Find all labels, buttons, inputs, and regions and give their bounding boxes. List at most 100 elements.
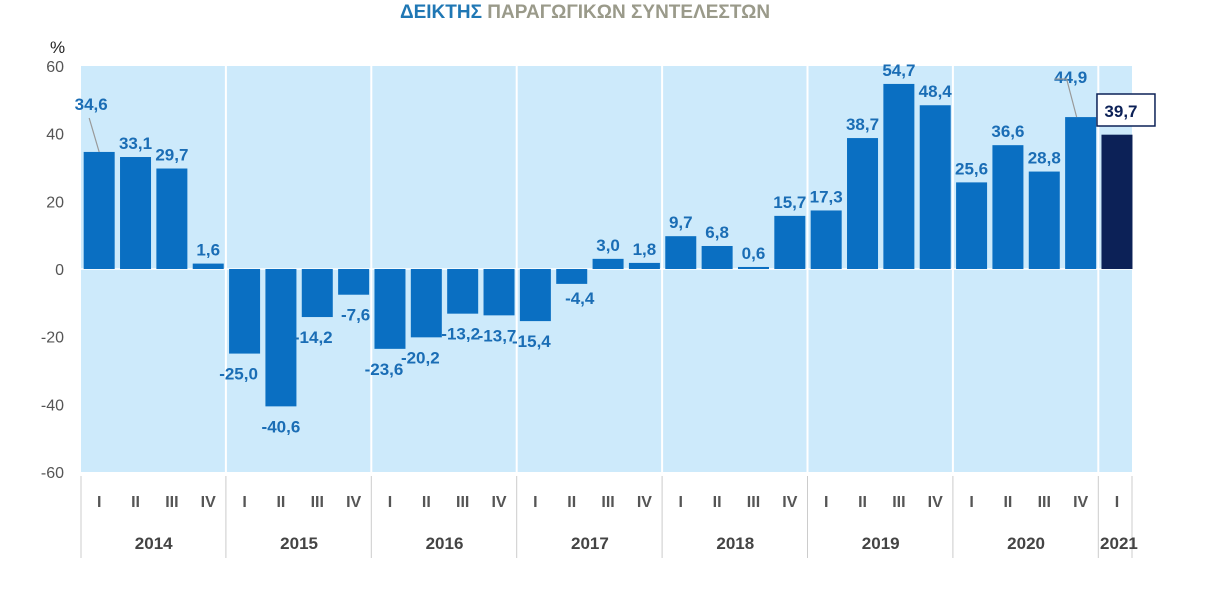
quarter-label: III [311,494,324,511]
data-label: 28,8 [1028,149,1061,168]
bar [810,210,842,269]
data-label: 6,8 [705,223,729,242]
data-label: 1,8 [633,240,657,259]
bar [919,105,951,269]
data-label: -4,4 [565,289,595,308]
y-tick-label: 60 [46,59,64,76]
data-label: -15,4 [512,332,551,351]
quarter-label: III [165,494,178,511]
quarter-label: III [601,494,614,511]
quarter-label: IV [928,494,943,511]
bar [519,269,551,322]
data-label: 17,3 [810,187,843,206]
quarter-label: I [97,494,101,511]
data-label: 15,7 [773,193,806,212]
quarter-label: I [1115,494,1119,511]
bar [1065,117,1097,269]
bar [628,262,660,269]
bar [229,269,261,354]
quarter-label: IV [491,494,506,511]
data-label: 48,4 [919,82,953,101]
chart-title: ΔΕΙΚΤΗΣ ΠΑΡΑΓΩΓΙΚΩΝ ΣΥΝΤΕΛΕΣΤΩΝ [0,2,1170,24]
quarter-label: II [858,494,867,511]
data-label: 29,7 [155,146,188,165]
bar [83,151,115,269]
bar [301,269,333,318]
data-label: -25,0 [219,365,258,384]
leader-line [88,117,100,153]
bar [956,182,988,269]
quarter-label: IV [782,494,797,511]
bar [374,269,406,349]
year-label: 2020 [1007,534,1045,553]
bar [556,269,588,284]
data-label: -13,7 [478,326,517,345]
data-label: 1,6 [196,241,220,260]
highlight-label-box [1096,93,1156,127]
bar [592,258,624,269]
bar [410,269,442,338]
quarter-label: I [242,494,246,511]
bar [338,269,370,295]
year-label: 2021 [1100,534,1138,553]
year-label: 2017 [571,534,609,553]
data-label: 44,9 [1054,68,1087,87]
data-label: 34,6 [75,95,108,114]
data-label: 39,7 [1104,102,1137,121]
data-label: -23,6 [365,360,404,379]
quarter-label: II [131,494,140,511]
y-tick-label: -20 [41,330,64,347]
bar [701,245,733,269]
quarter-label: II [1003,494,1012,511]
bar [1028,171,1060,269]
bar [192,263,224,269]
bar [665,236,697,269]
year-label: 2015 [280,534,318,553]
quarter-label: I [533,494,537,511]
leader-line [1054,78,1078,118]
data-label: 25,6 [955,159,988,178]
y-tick-label: -40 [41,397,64,414]
year-label: 2018 [716,534,754,553]
chart-title-part2: ΠΑΡΑΓΩΓΙΚΩΝ ΣΥΝΤΕΛΕΣΤΩΝ [487,2,771,23]
quarter-label: III [892,494,905,511]
data-label: 0,6 [742,244,766,263]
bar [447,269,479,314]
data-label: -40,6 [262,417,301,436]
bar [120,157,152,269]
y-tick-label: 40 [46,127,64,144]
bar [774,215,806,269]
y-axis-unit: % [50,38,66,57]
y-tick-label: -60 [41,465,64,482]
quarter-label: IV [346,494,361,511]
data-label: 36,6 [991,122,1024,141]
data-label: -20,2 [401,348,440,367]
y-tick-label: 0 [55,262,64,279]
data-label: -7,6 [341,306,370,325]
year-label: 2016 [426,534,464,553]
quarter-label: I [969,494,973,511]
quarter-label: IV [637,494,652,511]
quarter-label: II [422,494,431,511]
quarter-label: IV [201,494,216,511]
year-label: 2014 [135,534,173,553]
quarter-label: IV [1073,494,1088,511]
data-label: 54,7 [882,61,915,80]
data-label: -14,2 [294,328,333,347]
data-label: 33,1 [119,134,152,153]
quarter-label: III [1038,494,1051,511]
quarter-label: II [567,494,576,511]
data-label: 9,7 [669,213,693,232]
year-label: 2019 [862,534,900,553]
quarter-label: II [276,494,285,511]
quarter-label: III [456,494,469,511]
bar [483,269,515,316]
y-tick-label: 20 [46,194,64,211]
data-label: -13,2 [441,325,480,344]
bar [847,138,879,269]
bar [156,168,188,269]
quarter-label: III [747,494,760,511]
bar [1101,134,1133,269]
